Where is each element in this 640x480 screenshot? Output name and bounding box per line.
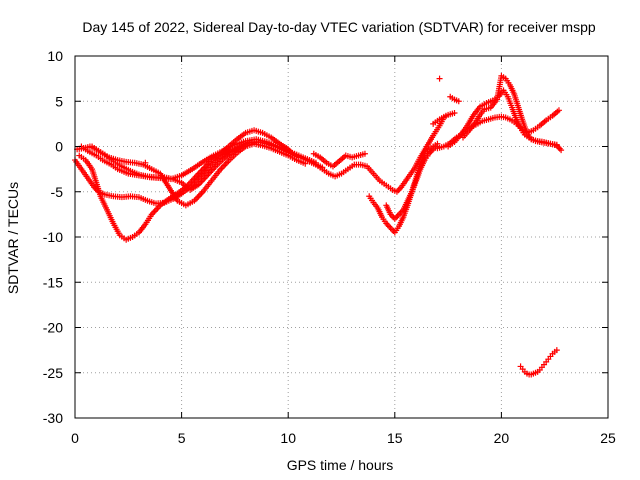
series-track-a [76,127,296,243]
plot-frame [74,55,609,419]
series-outlier-cluster [517,347,560,378]
data-points [72,72,565,378]
x-tick-label: 20 [494,430,510,446]
data-point [555,107,562,114]
series-isolated [142,75,443,166]
series-track-g [310,150,368,170]
x-tick-label: 10 [280,430,296,446]
x-tick-label: 25 [600,430,616,446]
x-axis-label: GPS time / hours [287,457,394,473]
data-point [142,159,149,166]
y-axis-label: SDTVAR / TECUs [5,182,21,294]
y-tick-label: -5 [51,184,64,200]
data-point [451,110,458,117]
series-track-m [430,112,449,127]
x-tick-label: 15 [387,430,403,446]
y-tick-label: -30 [43,410,63,426]
x-tick-label: 5 [178,430,186,446]
axis-tick-labels: 0 5 10 15 20 25 -30 -25 -20 -15 -10 -5 0 5 10 [43,48,616,446]
data-point [553,347,560,354]
data-point [455,98,462,105]
y-tick-label: -20 [43,320,63,336]
data-point [302,160,309,167]
y-tick-label: 10 [47,48,63,64]
grid-lines [75,56,608,418]
y-tick-label: -15 [43,274,63,290]
chart-title: Day 145 of 2022, Sidereal Day-to-day VTE… [82,19,595,35]
data-point [361,150,368,157]
data-point [553,141,560,148]
series-track-l [460,72,560,148]
y-tick-label: -25 [43,365,63,381]
data-point [558,147,565,154]
y-tick-label: 0 [55,139,63,155]
x-tick-label: 0 [71,430,79,446]
y-tick-label: -10 [43,229,63,245]
series-track-i [383,143,441,222]
data-point [436,75,443,82]
data-point [442,112,449,119]
series-track-n [447,93,462,105]
axis-ticks [74,55,609,419]
y-tick-label: 5 [55,93,63,109]
